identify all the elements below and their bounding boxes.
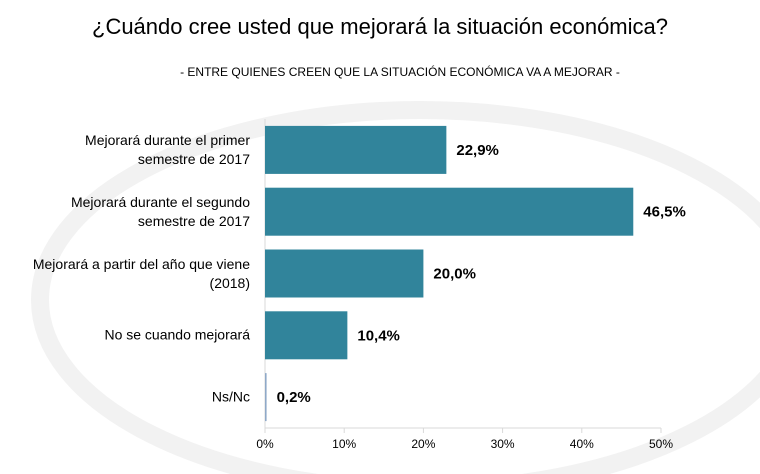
bar bbox=[265, 373, 267, 422]
category-label: Mejorará durante el primer semestre de 2… bbox=[85, 131, 250, 167]
bar bbox=[265, 249, 424, 298]
value-label: 10,4% bbox=[357, 327, 400, 344]
x-tick-label: 0% bbox=[256, 437, 274, 451]
category-label: Mejorará a partir del año que viene (201… bbox=[32, 255, 250, 291]
x-tick-label: 50% bbox=[649, 437, 673, 451]
bar bbox=[265, 187, 634, 236]
value-label: 46,5% bbox=[643, 204, 686, 221]
value-label: 0,2% bbox=[277, 389, 311, 406]
chart-title: ¿Cuándo cree usted que mejorará la situa… bbox=[92, 14, 668, 39]
x-tick-label: 20% bbox=[411, 437, 435, 451]
category-label: Mejorará durante el segundo semestre de … bbox=[70, 193, 250, 229]
background-swoosh bbox=[31, 101, 760, 474]
bar bbox=[265, 311, 348, 360]
x-tick-label: 30% bbox=[491, 437, 515, 451]
x-tick-label: 10% bbox=[332, 437, 356, 451]
category-label: Ns/Nc bbox=[211, 388, 250, 405]
category-label: No se cuando mejorará bbox=[104, 326, 250, 343]
x-tick-label: 40% bbox=[570, 437, 594, 451]
chart-subtitle: - ENTRE QUIENES CREEN QUE LA SITUACIÓN E… bbox=[180, 64, 620, 79]
value-label: 20,0% bbox=[433, 265, 476, 282]
value-label: 22,9% bbox=[456, 142, 499, 159]
bar bbox=[265, 125, 447, 174]
